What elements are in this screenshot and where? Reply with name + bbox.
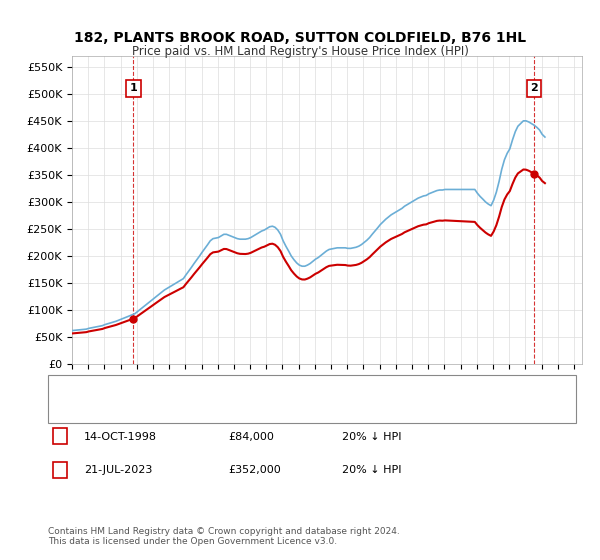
Text: 1: 1 [130,83,137,94]
Text: Price paid vs. HM Land Registry's House Price Index (HPI): Price paid vs. HM Land Registry's House … [131,45,469,58]
Text: 182, PLANTS BROOK ROAD, SUTTON COLDFIELD, B76 1HL (detached house): 182, PLANTS BROOK ROAD, SUTTON COLDFIELD… [96,382,493,393]
Text: 20% ↓ HPI: 20% ↓ HPI [342,432,401,442]
Text: 21-JUL-2023: 21-JUL-2023 [84,465,152,475]
Text: 20% ↓ HPI: 20% ↓ HPI [342,465,401,475]
Text: £352,000: £352,000 [228,465,281,475]
Text: £84,000: £84,000 [228,432,274,442]
Text: 2: 2 [530,83,538,94]
Text: ─────: ───── [60,381,97,394]
Text: 1: 1 [56,432,64,442]
Text: ─────: ───── [60,399,97,413]
Text: Contains HM Land Registry data © Crown copyright and database right 2024.
This d: Contains HM Land Registry data © Crown c… [48,526,400,546]
Text: 2: 2 [56,465,64,475]
Text: HPI: Average price, detached house, Birmingham: HPI: Average price, detached house, Birm… [96,401,353,411]
Text: 182, PLANTS BROOK ROAD, SUTTON COLDFIELD, B76 1HL: 182, PLANTS BROOK ROAD, SUTTON COLDFIELD… [74,31,526,45]
Text: 14-OCT-1998: 14-OCT-1998 [84,432,157,442]
